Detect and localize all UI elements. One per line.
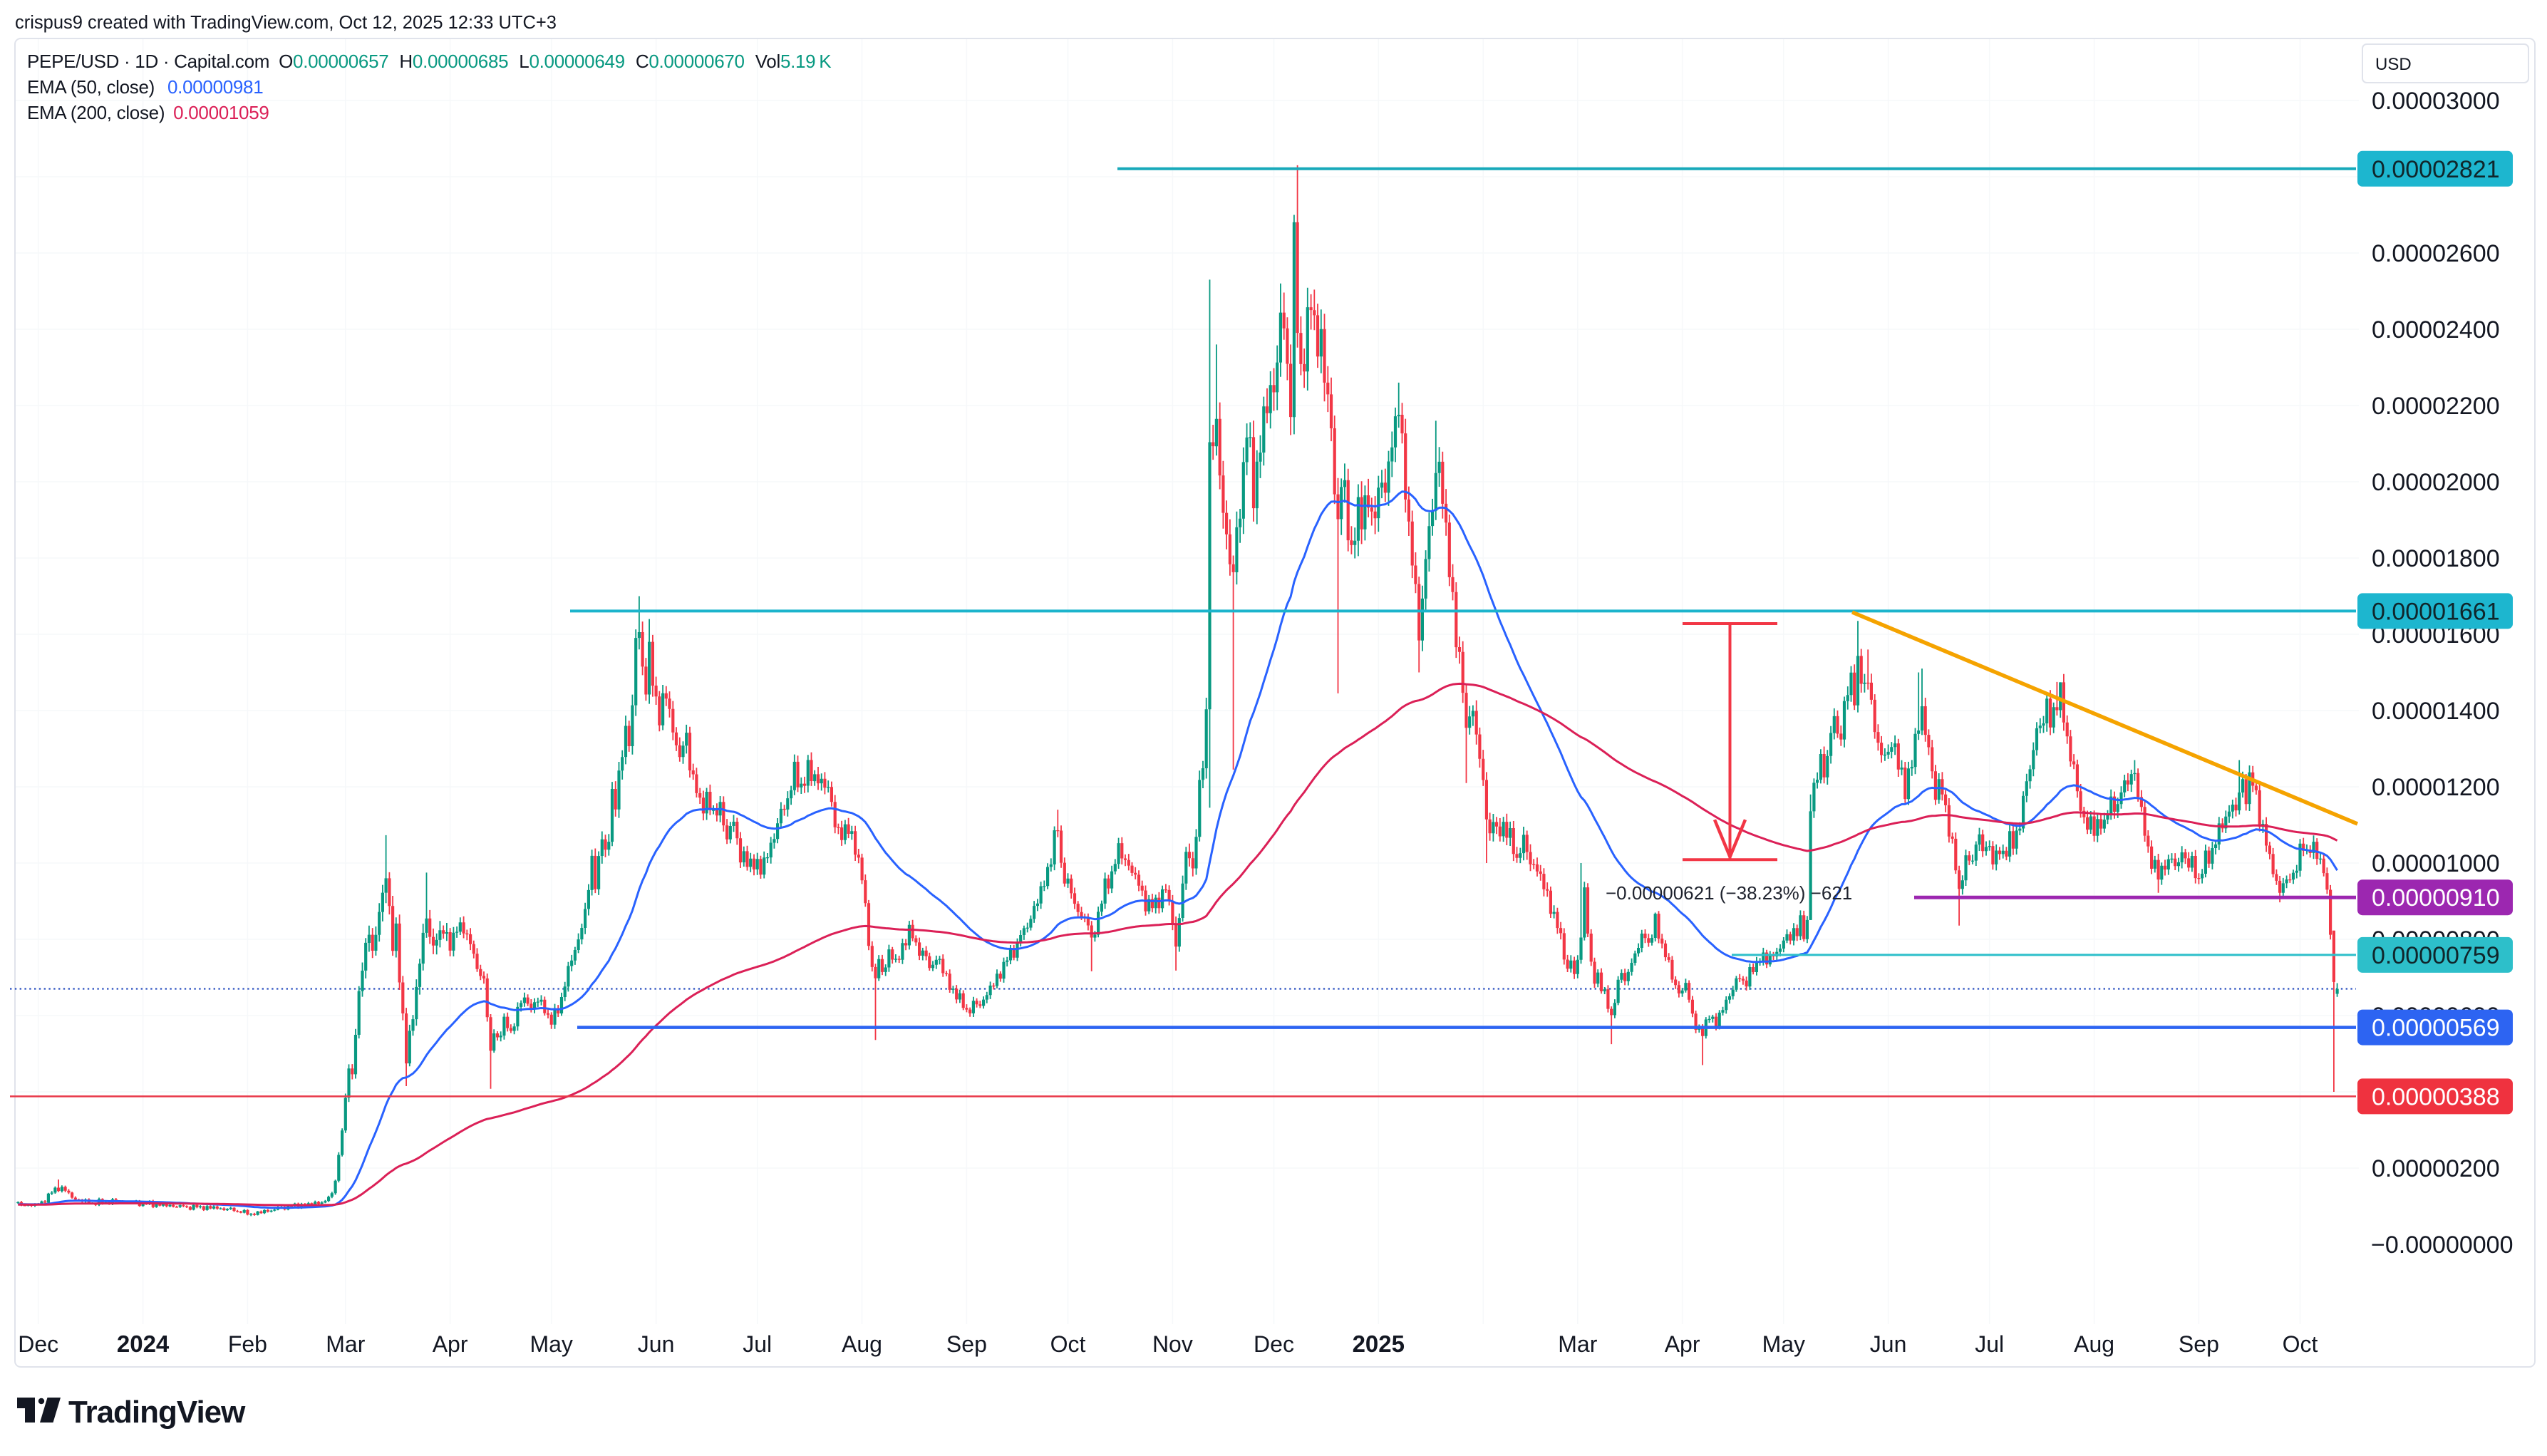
svg-text:2025: 2025 xyxy=(1353,1331,1405,1357)
svg-text:0.00001400: 0.00001400 xyxy=(2372,698,2500,725)
svg-text:−0.00000621 (−38.23%) −621: −0.00000621 (−38.23%) −621 xyxy=(1606,882,1852,904)
svg-text:0.00002821: 0.00002821 xyxy=(2372,156,2500,183)
svg-text:0.00001000: 0.00001000 xyxy=(2372,850,2500,877)
svg-text:0.00002400: 0.00002400 xyxy=(2372,316,2500,344)
svg-text:0.00002600: 0.00002600 xyxy=(2372,240,2500,267)
svg-text:USD: USD xyxy=(2375,55,2412,74)
svg-text:Nov: Nov xyxy=(1152,1331,1193,1357)
svg-text:Mar: Mar xyxy=(326,1331,365,1357)
svg-text:Oct: Oct xyxy=(2283,1331,2318,1357)
svg-text:0.00001200: 0.00001200 xyxy=(2372,774,2500,801)
svg-text:0.00000759: 0.00000759 xyxy=(2372,942,2500,969)
svg-text:Dec: Dec xyxy=(1254,1331,1294,1357)
svg-text:0.00001661: 0.00001661 xyxy=(2372,598,2500,625)
svg-text:0.00000910: 0.00000910 xyxy=(2372,884,2500,912)
svg-text:TradingView: TradingView xyxy=(68,1395,246,1430)
svg-text:0.00002000: 0.00002000 xyxy=(2372,469,2500,496)
svg-text:2024: 2024 xyxy=(117,1331,170,1357)
svg-text:Oct: Oct xyxy=(1050,1331,1086,1357)
svg-text:May: May xyxy=(1762,1331,1805,1357)
svg-text:0.00001800: 0.00001800 xyxy=(2372,545,2500,572)
svg-text:Apr: Apr xyxy=(433,1331,468,1357)
svg-text:0.00000569: 0.00000569 xyxy=(2372,1015,2500,1042)
svg-text:EMA (50, close)0.00000981: EMA (50, close) 0.00000981 xyxy=(27,76,263,98)
svg-text:Apr: Apr xyxy=(1665,1331,1700,1357)
svg-text:crispus9 created with TradingV: crispus9 created with TradingView.com, O… xyxy=(15,13,557,33)
svg-text:Dec: Dec xyxy=(18,1331,58,1357)
svg-text:Jun: Jun xyxy=(1870,1331,1907,1357)
svg-text:0.00002200: 0.00002200 xyxy=(2372,393,2500,420)
svg-text:0.00003000: 0.00003000 xyxy=(2372,88,2500,115)
svg-text:0.00000200: 0.00000200 xyxy=(2372,1155,2500,1182)
svg-text:0.00000388: 0.00000388 xyxy=(2372,1083,2500,1110)
svg-text:Aug: Aug xyxy=(2074,1331,2114,1357)
svg-text:Sep: Sep xyxy=(2179,1331,2219,1357)
svg-text:Jul: Jul xyxy=(743,1331,772,1357)
svg-text:Jun: Jun xyxy=(638,1331,675,1357)
svg-text:May: May xyxy=(529,1331,572,1357)
svg-text:EMA (200, close)0.00001059: EMA (200, close) 0.00001059 xyxy=(27,102,269,123)
svg-text:−0.00000000: −0.00000000 xyxy=(2371,1232,2513,1259)
svg-text:Sep: Sep xyxy=(946,1331,987,1357)
svg-text:Aug: Aug xyxy=(842,1331,882,1357)
svg-text:Mar: Mar xyxy=(1558,1331,1597,1357)
svg-text:Jul: Jul xyxy=(1975,1331,2004,1357)
svg-text:Feb: Feb xyxy=(228,1331,267,1357)
